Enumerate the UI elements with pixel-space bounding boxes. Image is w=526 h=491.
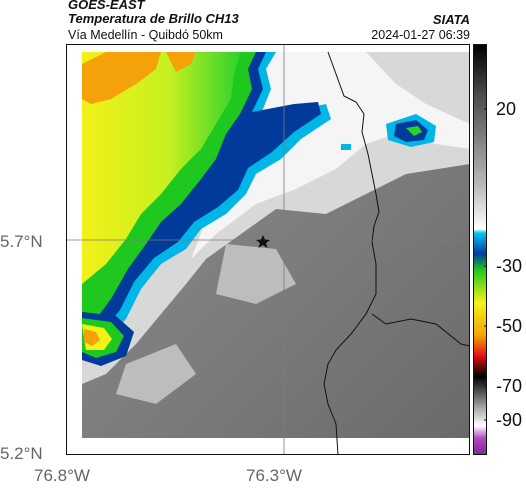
colorbar-tick-label: -50: [496, 316, 523, 336]
colorbar-tick-label: -90: [496, 410, 523, 430]
product-title: Temperatura de Brillo CH13: [68, 11, 239, 26]
org-label: SIATA: [432, 12, 470, 27]
lat-tick-label: 5.7°N: [0, 232, 43, 251]
brightness-temperature-map: [66, 44, 470, 455]
colorbar-tick-label: -70: [496, 376, 523, 396]
border-line: [371, 313, 470, 347]
orange-core: [82, 52, 161, 104]
colorbar-tick-label: 20: [496, 99, 517, 119]
lat-tick-label: 5.2°N: [0, 444, 43, 463]
coastline: [323, 51, 380, 455]
datetime-label: 2024-01-27 06:39: [371, 28, 470, 42]
colorbar-tick-label: -30: [496, 256, 523, 276]
colorbar: [473, 44, 487, 455]
star-marker: [256, 235, 270, 248]
yellow-green-band: [82, 52, 241, 284]
lon-tick-label: 76.3°W: [246, 466, 302, 485]
lon-tick-label: 76.8°W: [34, 466, 90, 485]
satellite-title: GOES-EAST: [68, 0, 145, 12]
route-subtitle: Vía Medellín - Quibdó 50km: [68, 28, 223, 42]
